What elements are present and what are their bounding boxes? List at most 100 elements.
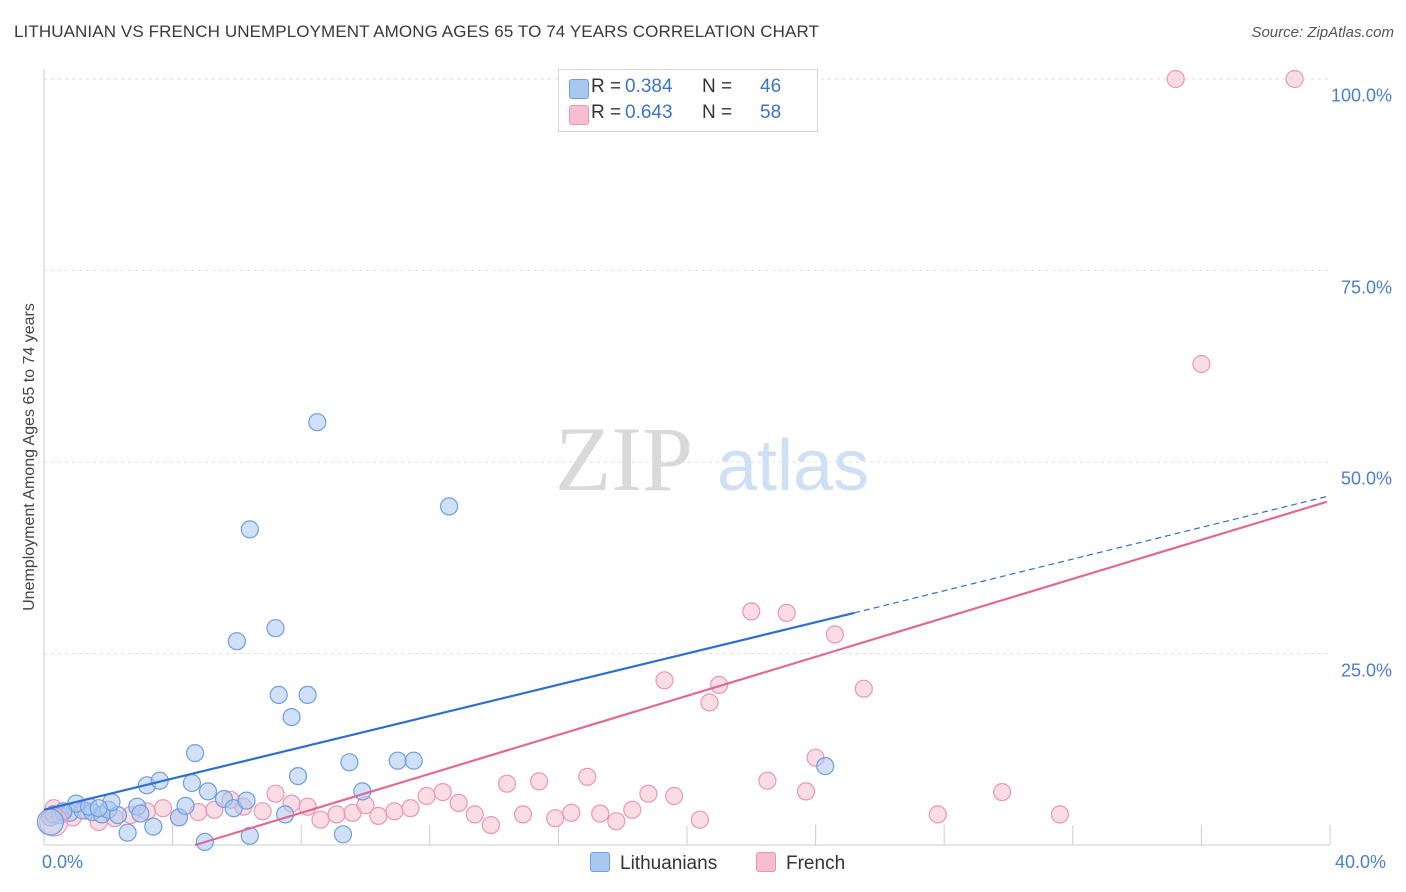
series-label-lithuanians: Lithuanians (620, 853, 718, 874)
french-point (825, 625, 845, 644)
french-point (854, 679, 873, 698)
french-point (311, 810, 330, 829)
series-label-french: French (786, 853, 846, 874)
lithuanian-point (340, 753, 359, 772)
lithuanian-point (89, 799, 108, 818)
source-label: Source: ZipAtlas.com (1251, 24, 1394, 41)
lithuanian-point (198, 782, 218, 801)
french-point (417, 786, 436, 806)
lithuanian-point (404, 751, 423, 770)
french-point (928, 805, 947, 824)
legend-swatch-french (569, 105, 589, 125)
lithuanian-point (440, 497, 459, 516)
legend-n-value-french: 58 (760, 102, 782, 123)
watermark-atlas: atlas (717, 426, 869, 506)
french-point (465, 805, 484, 824)
french-point (623, 800, 642, 819)
legend-r-value-french: 0.643 (625, 102, 673, 123)
lithuanian-point (131, 804, 150, 823)
lithuanian-point (118, 823, 137, 842)
chart-title: LITHUANIAN VS FRENCH UNEMPLOYMENT AMONG … (14, 22, 819, 41)
french-point (153, 799, 173, 818)
lithuanian-trend-line (43, 611, 855, 811)
trend-lines (43, 495, 1331, 847)
lithuanian-point (282, 707, 301, 727)
x-tick-label-max: 40.0% (1335, 852, 1387, 872)
legend-r-label: R = (591, 102, 622, 123)
french-point (777, 603, 796, 623)
watermark-zip: ZIP (555, 408, 693, 510)
legend-n-label: N = (702, 76, 733, 97)
y-tick-label: 75.0% (1340, 277, 1392, 297)
lithuanian-point (266, 619, 285, 638)
french-point (327, 805, 346, 824)
y-tick-label: 100.0% (1330, 85, 1392, 106)
french-point (497, 774, 517, 793)
french-point (449, 793, 468, 813)
french-point (690, 810, 710, 829)
legend-r-value-lithuanians: 0.384 (625, 76, 673, 97)
french-point (1166, 69, 1185, 89)
french-point (513, 805, 533, 824)
lithuanian-point (227, 632, 246, 651)
french-trend-line (194, 500, 1328, 847)
french-point (700, 693, 719, 712)
lithuanian-point (237, 791, 256, 810)
french-point (578, 767, 597, 786)
french-point (607, 812, 626, 831)
french-point (546, 809, 565, 828)
lithuanian-point (333, 825, 353, 844)
french-point (992, 782, 1012, 802)
grid-lines (43, 69, 1331, 846)
lithuanian-point (144, 817, 163, 836)
series-legend-lithuanians: Lithuanians (590, 852, 717, 875)
series-swatch-french (756, 852, 776, 872)
y-tick-label: 25.0% (1340, 660, 1392, 680)
lithuanian-point (288, 766, 308, 786)
legend-r-label: R = (591, 76, 622, 97)
french-point (1050, 805, 1070, 824)
series-legend-french: French (756, 852, 845, 875)
french-point (639, 784, 658, 803)
lithuanian-point (186, 743, 205, 763)
lithuanian-point (816, 756, 835, 776)
lithuanian-point (176, 796, 195, 816)
french-point (796, 782, 816, 801)
x-tick-label-min: 0.0% (42, 852, 84, 872)
legend-n-value-lithuanians: 46 (760, 76, 782, 97)
watermark: ZIP atlas (555, 408, 869, 510)
french-point (758, 771, 777, 790)
legend-n-label: N = (702, 102, 733, 123)
lithuanian-point (308, 413, 327, 432)
french-point (664, 786, 684, 806)
french-point (655, 671, 674, 690)
data-points (36, 69, 1304, 852)
french-point (401, 799, 420, 818)
french-point (253, 802, 272, 821)
french-point (481, 815, 500, 835)
french-point (433, 782, 452, 802)
y-tick-label: 50.0% (1340, 468, 1392, 489)
series-swatch-lithuanians (590, 852, 610, 872)
lithuanian-point (388, 751, 407, 770)
french-point (591, 804, 610, 823)
french-point (742, 602, 761, 621)
correlation-legend: R = 0.384 N = 46 R = 0.643 N = 58 (558, 69, 818, 132)
lithuanian-point (298, 685, 317, 705)
legend-swatch-lithuanians (569, 79, 589, 99)
french-point (298, 797, 317, 816)
lithuanian-trend-extension (854, 495, 1331, 614)
french-point (1285, 69, 1304, 89)
french-point (369, 806, 388, 826)
french-point (562, 803, 581, 822)
french-point (266, 784, 285, 803)
french-point (385, 802, 404, 821)
french-point (709, 675, 729, 695)
lithuanian-point (269, 685, 288, 705)
lithuanian-point (182, 773, 201, 793)
lithuanian-point (36, 808, 65, 836)
french-point (1192, 354, 1211, 374)
french-point (529, 772, 549, 791)
lithuanian-point (240, 520, 259, 539)
